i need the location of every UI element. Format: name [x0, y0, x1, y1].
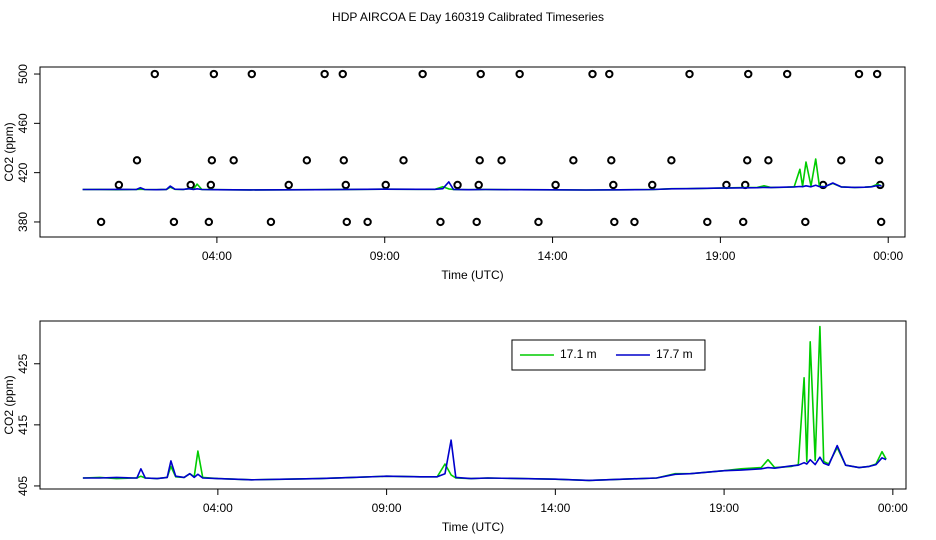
point	[801, 217, 810, 227]
legend-label: 17.1 m	[560, 347, 597, 361]
point	[169, 217, 179, 227]
point	[610, 217, 619, 227]
point	[207, 156, 217, 165]
point	[609, 180, 618, 190]
point	[476, 69, 485, 79]
point	[436, 217, 445, 227]
y-tick-label: 420	[16, 162, 30, 182]
x-tick-label: 00:00	[878, 501, 908, 515]
point	[739, 217, 748, 227]
point	[338, 69, 347, 79]
point	[209, 69, 219, 79]
point	[474, 180, 483, 190]
point	[630, 217, 639, 227]
page-title: HDP AIRCOA E Day 160319 Calibrated Times…	[332, 10, 604, 24]
x-tick-label: 09:00	[370, 249, 400, 263]
point	[114, 180, 124, 190]
point	[266, 217, 276, 227]
point	[837, 156, 846, 165]
point	[588, 69, 597, 79]
point	[381, 180, 390, 190]
point	[744, 69, 753, 79]
series-line	[82, 325, 887, 482]
point	[764, 156, 773, 165]
point	[341, 180, 350, 190]
point	[363, 217, 372, 227]
point	[186, 180, 195, 190]
point	[229, 156, 238, 165]
point	[782, 69, 792, 79]
point	[854, 69, 864, 79]
x-tick-label: 14:00	[540, 501, 570, 515]
point	[342, 217, 351, 227]
y-tick-label: 425	[16, 353, 30, 373]
y-tick-label: 380	[16, 212, 30, 232]
x-tick-label: 04:00	[202, 249, 232, 263]
point	[339, 156, 348, 165]
plot-frame	[39, 66, 906, 238]
point	[453, 180, 462, 190]
point	[206, 180, 216, 190]
panel: 04:00 09:00 14:00 19:00 00:00 380 420 460 500 Tim…	[2, 64, 906, 282]
point	[876, 217, 886, 227]
y-tick-label: 460	[16, 113, 30, 133]
y-axis-title: CO2 (ppm)	[2, 375, 16, 434]
x-axis-title: Time (UTC)	[442, 520, 504, 534]
y-tick-label: 405	[16, 476, 30, 496]
point	[150, 69, 159, 79]
point	[534, 217, 543, 227]
point	[418, 69, 427, 79]
point	[132, 156, 142, 165]
y-tick-label: 415	[16, 415, 30, 435]
point	[667, 156, 676, 165]
point	[399, 156, 408, 165]
point	[872, 69, 882, 79]
x-axis-title: Time (UTC)	[441, 268, 503, 282]
point	[497, 156, 506, 165]
legend-label: 17.7 m	[656, 347, 693, 361]
point	[874, 156, 884, 165]
point	[685, 69, 694, 79]
point	[284, 180, 293, 190]
x-tick-label: 09:00	[372, 501, 402, 515]
x-tick-label: 19:00	[709, 501, 739, 515]
point	[551, 180, 560, 190]
panel: 04:00 09:00 14:00 19:00 00:00 405 415 425 Time (…	[2, 320, 908, 534]
y-axis-title: CO2 (ppm)	[2, 122, 16, 181]
point	[743, 156, 752, 165]
point	[475, 156, 484, 165]
x-tick-label: 04:00	[203, 501, 233, 515]
x-tick-label: 00:00	[873, 249, 903, 263]
point	[607, 156, 616, 165]
series-line	[82, 181, 882, 191]
plot-frame	[39, 320, 907, 490]
x-tick-label: 14:00	[538, 249, 568, 263]
x-tick-label: 19:00	[705, 249, 735, 263]
y-tick-label: 500	[16, 64, 30, 84]
point	[96, 217, 106, 227]
point	[703, 217, 712, 227]
point	[204, 217, 214, 227]
legend: 17.1 m 17.7 m	[511, 339, 706, 371]
series-line	[82, 439, 887, 482]
point	[648, 180, 657, 190]
point	[320, 69, 329, 79]
point	[515, 69, 524, 79]
point	[605, 69, 614, 79]
point	[472, 217, 481, 227]
point	[302, 156, 312, 165]
point	[247, 69, 257, 79]
point	[569, 156, 578, 165]
